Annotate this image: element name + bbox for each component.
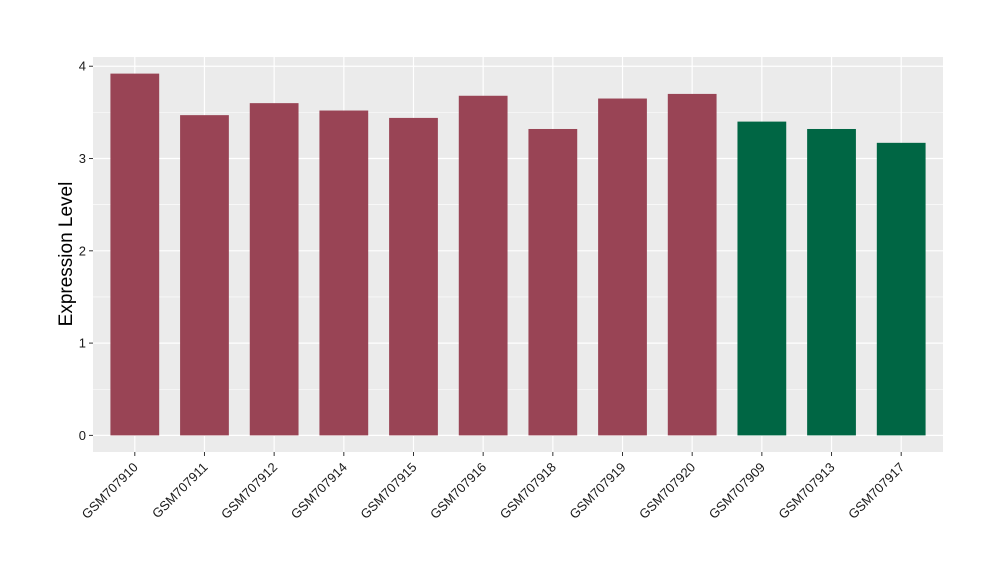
x-tick-label: GSM707909 [706, 460, 768, 522]
y-tick-label: 3 [79, 151, 86, 166]
bar [458, 95, 508, 436]
y-tick-label: 2 [79, 243, 86, 258]
plot-panel [93, 57, 943, 452]
bar [110, 73, 160, 436]
x-tick-label: GSM707916 [427, 460, 489, 522]
bar [598, 98, 647, 436]
bar [528, 128, 578, 436]
bar [319, 110, 369, 436]
x-tick-label: GSM707913 [775, 460, 837, 522]
x-tick-label: GSM707915 [357, 460, 419, 522]
bar [389, 117, 438, 436]
y-axis: 0 1 2 3 4 [79, 59, 93, 443]
bars [110, 73, 926, 436]
x-tick-label: GSM707914 [288, 460, 350, 522]
bar [737, 121, 787, 436]
y-tick-label: 0 [79, 428, 86, 443]
bar [667, 93, 717, 436]
x-tick-label: GSM707917 [845, 460, 907, 522]
x-tick-label: GSM707918 [497, 460, 559, 522]
bar [876, 142, 926, 436]
x-axis: GSM707910 GSM707911 GSM707912 GSM707914 GSM7… [79, 452, 907, 522]
y-tick-label: 4 [79, 59, 86, 74]
bar [249, 103, 299, 436]
y-axis-title: Expression Level [56, 182, 77, 327]
x-tick-label: GSM707910 [79, 460, 141, 522]
x-tick-label: GSM707919 [566, 460, 628, 522]
x-tick-label: GSM707911 [149, 460, 211, 522]
y-tick-label: 1 [79, 336, 86, 351]
grid-minor [93, 112, 943, 390]
x-tick-label: GSM707920 [636, 460, 698, 522]
x-tick-label: GSM707912 [218, 460, 280, 522]
bar [180, 115, 229, 436]
bar [807, 128, 856, 436]
